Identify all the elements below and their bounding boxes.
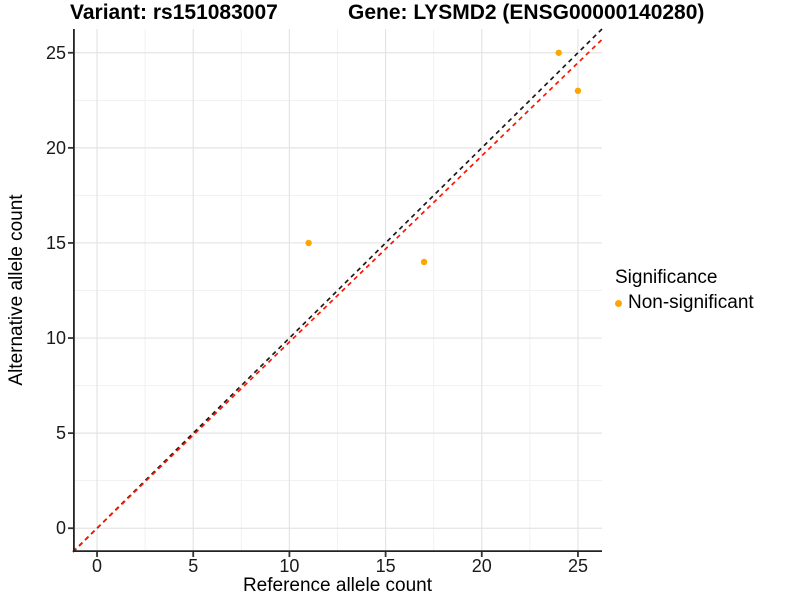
y-axis-tick-label: 25 [45,42,66,63]
y-axis-tick-label: 5 [55,423,66,444]
data-point [305,239,312,247]
legend-item: Non-significant [615,292,754,314]
x-axis-tick-label: 20 [471,556,492,576]
y-axis-title: Alternative allele count [6,194,27,386]
variant-title: Variant: rs151083007 [70,1,278,24]
x-axis-tick-label: 25 [567,556,588,576]
data-point [420,258,428,266]
legend-title: Significance [615,267,718,288]
data-point [555,49,562,56]
y-axis-tick-label: 0 [55,518,66,539]
gene-title: Gene: LYSMD2 (ENSG00000140280) [348,1,705,24]
legend: Significance Non-significant [615,267,754,314]
legend-item-label: Non-significant [628,292,754,313]
x-axis-tick-label: 5 [188,556,199,576]
y-axis-tick-label: 10 [45,328,66,349]
legend-point-icon [615,299,622,307]
plot-panel [68,28,603,557]
x-axis-tick-label: 0 [92,556,103,576]
fitted-line [72,38,603,553]
y-axis-tick-label: 15 [45,232,66,253]
data-point [574,87,582,95]
scatter-plot [68,28,603,557]
x-axis-title: Reference allele count [242,575,433,596]
y-axis-tick-label: 20 [45,137,66,158]
x-axis-tick-label: 10 [279,556,300,576]
x-axis-tick-label: 15 [375,556,396,576]
